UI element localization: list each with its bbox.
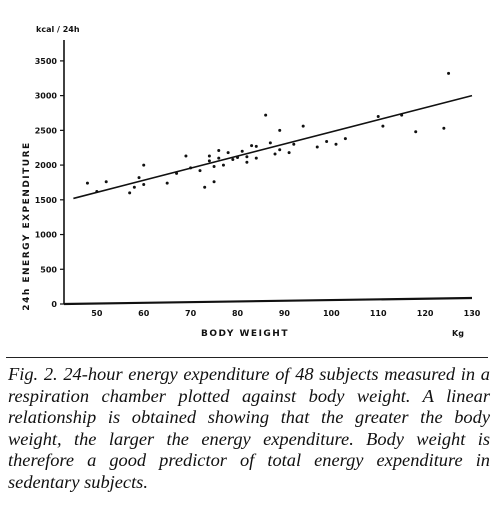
x-axis-title: BODY WEIGHT [201, 329, 289, 339]
y-tick-label: 2000 [35, 161, 58, 170]
data-point [301, 124, 305, 128]
data-point [254, 144, 258, 148]
x-tick-label: 80 [232, 309, 244, 318]
data-point [231, 158, 235, 162]
data-point [217, 156, 221, 160]
data-point [292, 142, 296, 146]
data-point [400, 113, 404, 117]
y-tick-label: 500 [40, 265, 57, 274]
data-point [278, 148, 282, 152]
data-point [142, 183, 146, 187]
data-point [203, 185, 207, 189]
data-point [175, 171, 179, 175]
figure-caption: Fig. 2. 24-hour energy expenditure of 48… [8, 364, 490, 492]
data-point [189, 166, 193, 170]
x-tick-label: 90 [279, 309, 291, 318]
data-point [315, 145, 319, 149]
data-point [245, 155, 249, 159]
x-axis-line [63, 296, 473, 306]
data-point [212, 164, 216, 168]
data-point [221, 163, 225, 167]
y-axis-title: 24h ENERGY EXPENDITURE [22, 141, 32, 310]
data-point [240, 149, 244, 153]
x-tick-label: 120 [417, 309, 434, 318]
data-point [128, 191, 132, 195]
data-point [264, 113, 268, 117]
data-point [207, 154, 211, 158]
data-point [212, 180, 216, 184]
x-tick-label: 70 [185, 309, 197, 318]
data-point [132, 185, 136, 189]
data-point [381, 124, 385, 128]
y-axis-unit: kcal / 24h [36, 25, 80, 34]
y-tick-label: 0 [51, 300, 57, 309]
data-point [85, 181, 89, 185]
data-point [236, 155, 240, 159]
data-point [273, 152, 277, 156]
data-point [198, 169, 202, 173]
data-point [343, 137, 347, 141]
data-point [184, 154, 188, 158]
x-tick-label: 60 [138, 309, 150, 318]
data-point [334, 142, 338, 146]
data-point [325, 139, 329, 143]
data-point [250, 144, 254, 148]
data-point [447, 71, 451, 75]
x-tick-label: 100 [323, 309, 340, 318]
y-tick-label: 1000 [35, 231, 58, 240]
data-point [268, 141, 272, 145]
data-point [95, 189, 99, 193]
data-point [245, 160, 249, 164]
data-point [287, 151, 291, 155]
data-point [207, 159, 211, 163]
data-point [217, 148, 221, 152]
y-tick-label: 3500 [35, 57, 58, 66]
x-tick-label: 130 [464, 309, 481, 318]
y-tick-label: 3000 [35, 92, 58, 101]
caption-divider [6, 357, 488, 358]
y-tick-label: 1500 [35, 196, 58, 205]
data-point [376, 114, 380, 118]
x-tick-label: 110 [370, 309, 387, 318]
data-point [104, 180, 108, 184]
x-tick-label: 50 [91, 309, 103, 318]
x-axis-unit: Kg [452, 329, 464, 338]
data-point [278, 128, 282, 132]
data-point [165, 181, 169, 185]
data-point [142, 163, 146, 167]
y-tick-label: 2500 [35, 126, 58, 135]
scatter-chart: 0 500 1000 1500 2000 2500 3000 3500 50 60 70 80 90 10… [22, 25, 481, 339]
data-point [137, 176, 141, 180]
data-point [254, 156, 258, 160]
regression-line [73, 94, 473, 200]
data-point [226, 151, 230, 155]
data-point [414, 130, 418, 134]
data-point [442, 126, 446, 130]
